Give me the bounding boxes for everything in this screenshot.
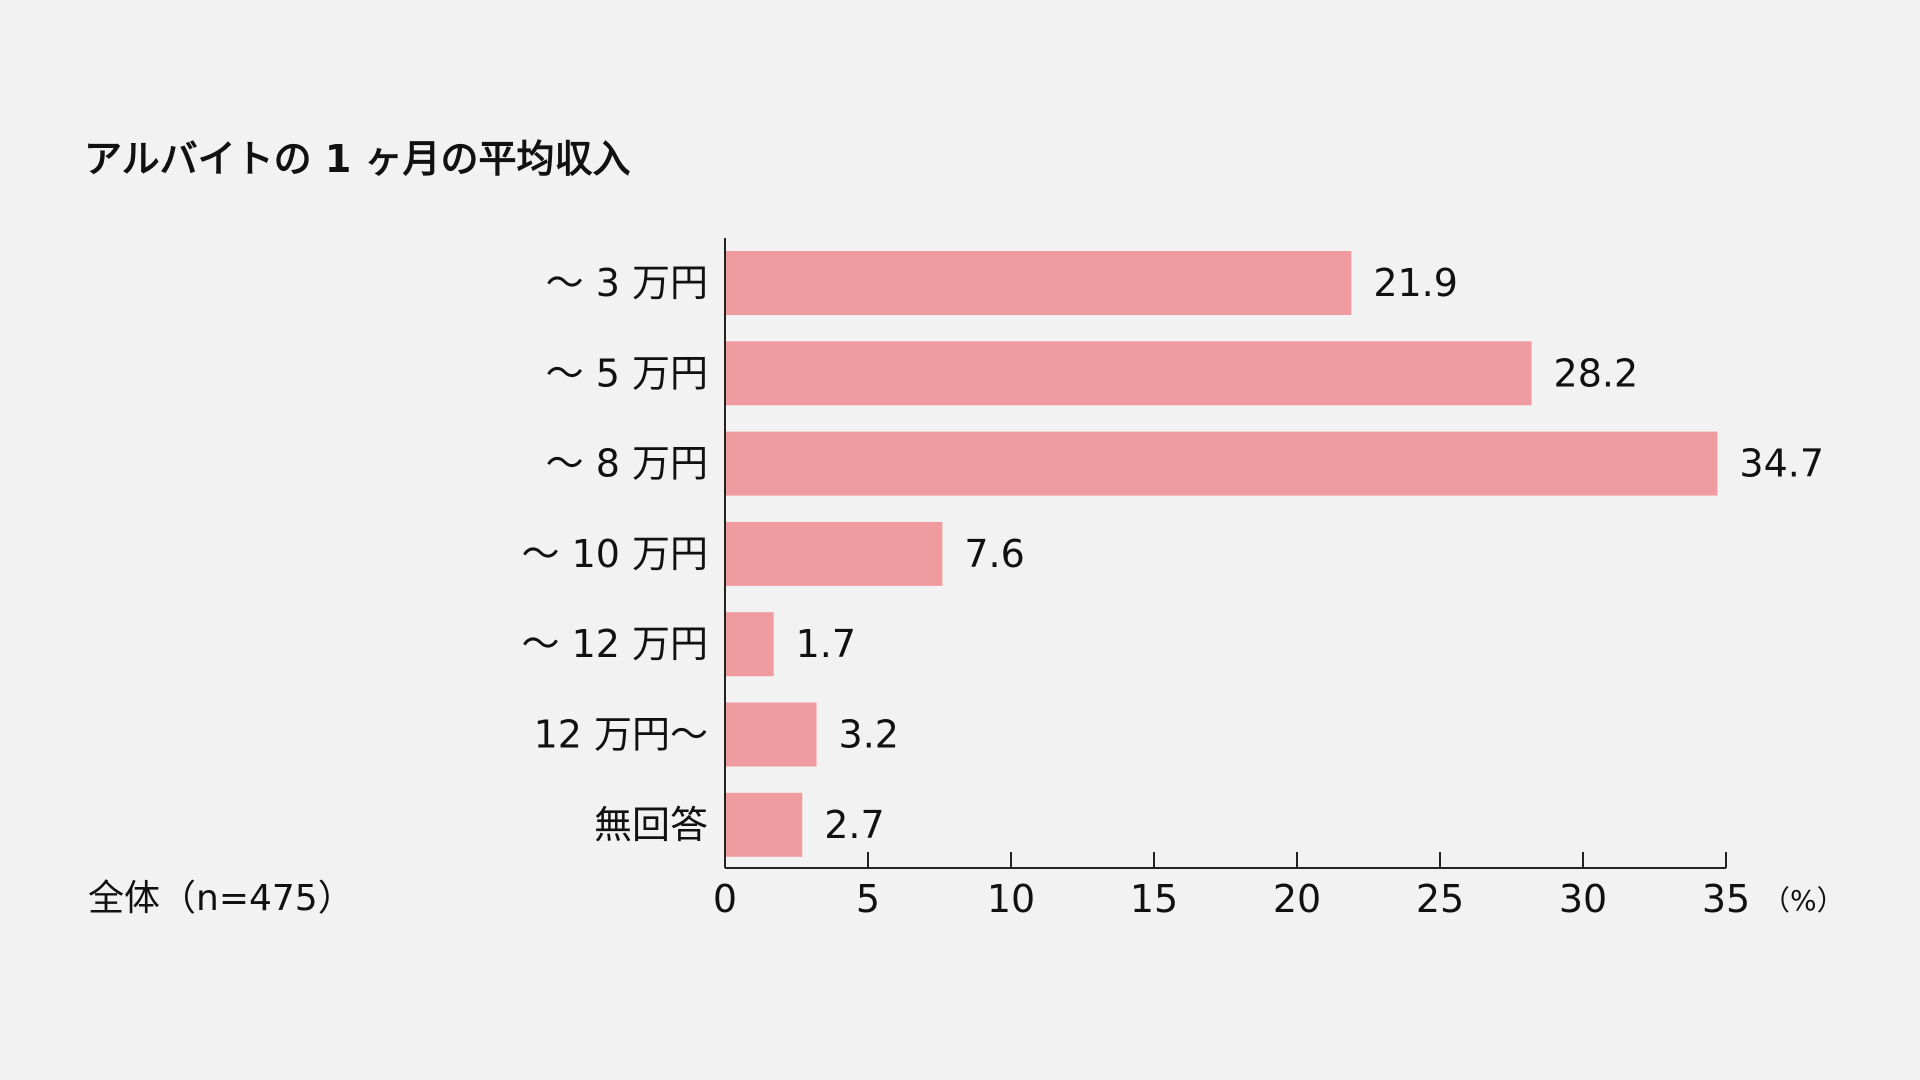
value-label-4: 1.7 [796, 622, 856, 666]
sample-size-note: 全体（n=475） [88, 878, 354, 919]
bar-1 [725, 341, 1532, 406]
value-label-0: 21.9 [1373, 261, 1458, 305]
value-label-5: 3.2 [839, 713, 899, 757]
labels-layer: 〜 3 万円 21.9 〜 5 万円 28.2 〜 8 万円 34.7 〜 10 万円 7.6… [521, 261, 1824, 847]
value-label-3: 7.6 [964, 532, 1024, 576]
value-label-6: 2.7 [824, 803, 884, 847]
value-label-1: 28.2 [1554, 351, 1639, 395]
x-tick-label-5: 25 [1416, 877, 1464, 921]
bar-5 [725, 702, 817, 767]
bar-4 [725, 612, 774, 677]
x-tick-label-1: 5 [856, 877, 880, 921]
x-tick-label-2: 10 [987, 877, 1035, 921]
x-tick-label-7: 35 [1702, 877, 1750, 921]
bar-2 [725, 431, 1718, 496]
category-label-2: 〜 8 万円 [546, 442, 708, 486]
category-label-5: 12 万円〜 [534, 713, 708, 757]
x-tick-label-3: 15 [1130, 877, 1178, 921]
x-tick-label-0: 0 [713, 877, 737, 921]
category-label-0: 〜 3 万円 [546, 261, 708, 305]
category-label-3: 〜 10 万円 [521, 532, 708, 576]
category-label-4: 〜 12 万円 [521, 622, 708, 666]
category-label-6: 無回答 [594, 803, 708, 847]
axis-layer: 0 5 10 15 20 25 30 35 （%） 全体（n=475） [88, 238, 1845, 921]
bar-6 [725, 792, 803, 857]
value-label-2: 34.7 [1739, 442, 1824, 486]
bar-0 [725, 251, 1352, 315]
x-tick-label-6: 30 [1559, 877, 1607, 921]
bar-3 [725, 521, 943, 586]
chart-title: アルバイトの 1 ヶ月の平均収入 [84, 137, 631, 181]
x-unit-label: （%） [1762, 884, 1845, 917]
x-tick-label-4: 20 [1273, 877, 1321, 921]
category-label-1: 〜 5 万円 [546, 351, 708, 395]
bars-layer [725, 251, 1718, 857]
